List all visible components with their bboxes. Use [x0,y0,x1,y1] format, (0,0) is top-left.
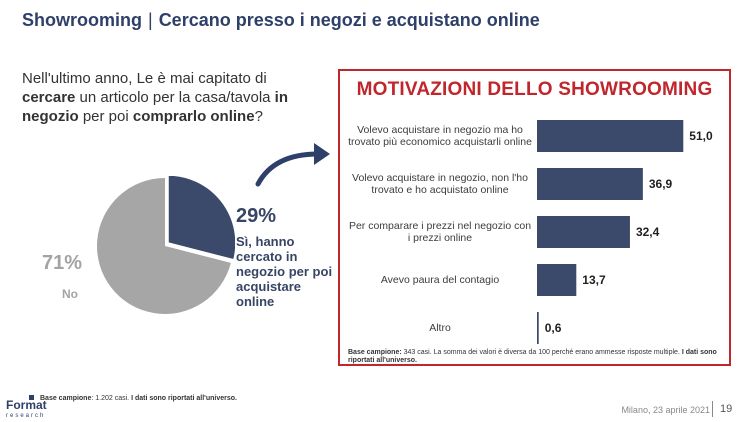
company-logo: Format research [6,398,47,422]
pie-slice-yes [167,176,235,261]
footer-sample-note: Base campione: 1.202 casi. I dati sono r… [40,395,237,402]
note-bold: I dati sono riportati all'universo. [131,395,237,402]
page-title: Showrooming | Cercano presso i negozi e ac… [22,10,540,31]
bar-category-label: Avevo paura del contagio [380,273,500,286]
pie-no-label: No [62,287,78,301]
question-text: per poi [78,108,133,125]
bar [537,168,643,200]
bar-category-label: Per comparare i prezzi nel negozio con i… [348,219,532,245]
bar [537,120,684,152]
note-text: : 1.202 casi. [91,395,132,402]
title-subtitle: Cercano presso i negozi e acquistano onl… [158,10,540,30]
question-bold: cercare [22,89,76,106]
bar [537,312,539,344]
pie-chart [97,176,235,314]
bar-value-label: 0,6 [545,321,562,335]
pie-slice-no [97,178,231,314]
page-separator [712,401,713,417]
note-bold: Base campione: [348,349,402,356]
question-text: Nell'ultimo anno, Le è mai capitato di [22,70,267,87]
bar-value-label: 32,4 [636,225,660,239]
bar-chart: 51,0 36,9 32,4 13,7 0,6 [537,120,713,344]
bar [537,264,577,296]
page-number: 19 [720,403,733,415]
title-separator: | [148,10,153,30]
bar-value-label: 51,0 [689,129,713,143]
question-bold: comprarlo online [132,108,255,125]
note-bold: Base campione [40,395,92,402]
curved-arrow-icon [255,143,330,187]
bar [537,216,630,248]
question-bold: in negozio [22,89,289,125]
note-text: 343 casi. La somma dei valori è diversa … [401,349,682,356]
title-highlight: Showrooming [22,10,142,30]
panel-sample-note: Base campione: 343 casi. La somma dei va… [348,349,726,365]
question-text: un articolo per la casa/tavola [75,89,275,106]
note-bold: I dati sono riportati all'universo. [348,349,717,364]
logo-sub: research [6,413,46,419]
bar-category-label: Volevo acquistare in negozio ma ho trova… [348,123,532,149]
motivations-panel: MOTIVAZIONI DELLO SHOWROOMING 51,0 36,9 32… [338,69,731,366]
footer-date: Milano, 23 aprile 2021 [621,405,710,415]
footer-bullet [29,395,34,400]
pie-no-percent: 71% [42,252,83,274]
pie-yes-label: Sì, hanno cercato in negozio per poi acq… [236,234,333,309]
bar-value-label: 36,9 [649,177,673,191]
bar-category-label: Volevo acquistare in negozio, non l'ho t… [352,171,528,197]
survey-question: Nell'ultimo anno, Le è mai capitato di c… [22,69,322,126]
panel-title: MOTIVAZIONI DELLO SHOWROOMING [356,79,713,100]
logo-main: Format [6,398,47,412]
bar-category-label: Altro [429,321,451,334]
pie-yes-percent: 29% [236,205,277,227]
question-text: ? [254,108,263,125]
bar-value-label: 13,7 [582,273,606,287]
